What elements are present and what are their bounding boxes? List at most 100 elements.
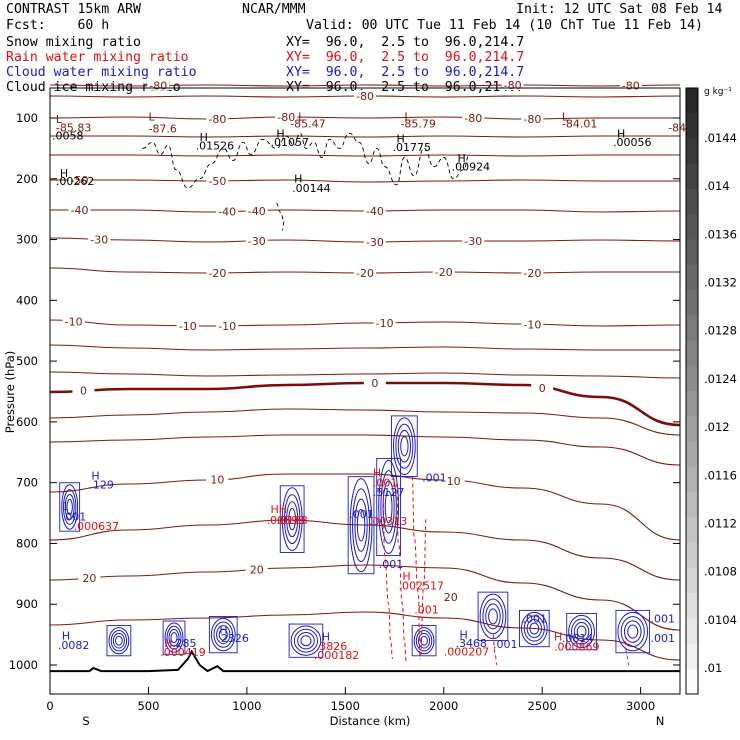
extremum-label: .01526	[196, 140, 235, 153]
snow-contours	[142, 132, 470, 231]
extremum-label: H	[276, 127, 284, 140]
extremum-label: .001	[414, 603, 439, 616]
rain-contour	[624, 634, 630, 666]
cloud-water-contour	[112, 632, 125, 649]
colorbar-label: .01	[704, 661, 722, 675]
temperature-contour-label: -50	[71, 174, 89, 187]
extremum-label: .001	[422, 471, 447, 484]
temperature-contour	[49, 371, 681, 379]
extremum-label: H	[397, 132, 405, 145]
temperature-contour	[49, 116, 680, 120]
contour-label-bg	[462, 235, 485, 246]
extremum-label: H	[60, 167, 68, 180]
temperature-contour-label: -80	[208, 113, 226, 126]
extremum-label: .001	[493, 638, 518, 651]
legend-snow-xy: XY= 96.0, 2.5 to 96.0,214.7	[286, 35, 525, 50]
temperature-contour-label: -20	[435, 266, 453, 279]
cloud-water-contour	[288, 507, 297, 531]
temperature-contour-label: -30	[366, 236, 384, 249]
cloud-water-contour	[573, 622, 590, 642]
extremum-label: .00313	[369, 515, 408, 528]
extremum-label: H	[402, 570, 410, 583]
colorbar-swatch	[686, 567, 698, 594]
colorbar-label: .014	[704, 179, 730, 193]
colorbar-swatch	[686, 517, 698, 543]
rain-contours	[382, 476, 630, 666]
temperature-contour-label: -40	[366, 205, 384, 218]
extremum-label: .3468	[456, 637, 488, 650]
cloud-water-contour	[216, 625, 231, 645]
extremum-label: H	[458, 152, 466, 165]
cloud-water-outer-contour	[208, 616, 238, 654]
contour-label-bg	[206, 473, 229, 485]
extremum-label: L	[298, 110, 305, 123]
contour-label-bg	[62, 315, 85, 327]
temperature-contour-label: -50	[208, 175, 226, 188]
contour-label-bg	[206, 266, 229, 278]
temperature-contour-label: -30	[90, 233, 108, 246]
contour-label-bg	[176, 319, 199, 331]
colorbar-swatch	[686, 214, 698, 240]
colorbar-swatch	[686, 239, 698, 266]
cloud-water-contour	[218, 628, 228, 641]
temperature-contour-label: 10	[210, 473, 224, 486]
cloud-water-outer-contour	[59, 482, 81, 532]
cloud-water-contour	[526, 618, 543, 639]
contour-label-bg	[216, 205, 239, 217]
rain-contour	[419, 518, 427, 660]
cloud-water-contour	[64, 494, 75, 520]
temperature-contour-label: -10	[218, 320, 236, 333]
temperature-contour	[50, 154, 680, 157]
temperature-contour-label: -30	[248, 235, 266, 248]
model-title: CONTRAST 15km ARW	[6, 2, 141, 17]
temperature-contour	[49, 611, 681, 661]
temperature-contour-label: 0	[539, 382, 546, 395]
contour-label-bg	[206, 174, 229, 186]
temperature-contour	[49, 84, 681, 87]
cloud-water-contour	[170, 632, 178, 644]
valid-time: Valid: 00 UTC Tue 11 Feb 14 (10 ChT Tue …	[306, 18, 703, 33]
cloud-water-contour	[108, 627, 130, 655]
cloud-water-outer-contour	[347, 476, 375, 575]
extremum-label: .129	[89, 479, 114, 492]
extremum-label: .001	[349, 508, 374, 521]
extremum-label: H	[200, 131, 208, 144]
extremum-label: .000207	[444, 645, 490, 658]
contour-label-bg	[363, 235, 386, 247]
x-tick-label: 2500	[528, 699, 557, 713]
extremum-label: .000182	[314, 649, 360, 662]
extremum-label: 1	[62, 500, 69, 513]
colorbar-swatch	[686, 138, 698, 165]
cloud-water-contour	[529, 622, 540, 635]
colorbar-swatch	[686, 542, 698, 569]
cloud-water-contour	[168, 628, 180, 647]
cloud-water-contour	[520, 611, 548, 646]
cloud-water-outer-contour	[162, 620, 186, 655]
temperature-contour-label: -20	[208, 267, 226, 280]
colorbar-swatch	[686, 189, 698, 215]
legend-rain-name: Rain water mixing ratio	[6, 50, 189, 65]
cloud-water-outer-contour	[566, 612, 597, 651]
cloud-water-contour	[620, 616, 645, 648]
extremum-label: .00056	[613, 136, 652, 149]
contour-label-bg	[373, 316, 396, 328]
colorbar-swatch	[686, 163, 698, 190]
extremum-label: -85.83	[56, 121, 91, 134]
institution-label: NCAR/MMM	[242, 2, 306, 17]
temperature-contour-label: -80	[277, 111, 295, 124]
extremum-label: .2326	[217, 632, 249, 645]
cloud-water-contour	[392, 417, 416, 476]
extremum-label: .285	[172, 637, 197, 650]
contour-label-bg	[206, 112, 229, 124]
legend-cloud-water-name: Cloud water mixing ratio	[6, 65, 197, 80]
x-tick-label: 0	[46, 699, 53, 713]
y-tick-label: 300	[16, 233, 38, 247]
colorbar-label: .0108	[704, 565, 737, 579]
snow-contour	[142, 132, 470, 189]
contour-label-bg	[521, 112, 544, 124]
cloud-water-contour	[61, 484, 79, 530]
extremum-label: .01775	[393, 141, 432, 154]
extremum-label: H	[164, 637, 172, 650]
cloud-water-outer-contour	[519, 609, 550, 648]
y-axis-label: Pressure (hPa)	[3, 351, 17, 434]
